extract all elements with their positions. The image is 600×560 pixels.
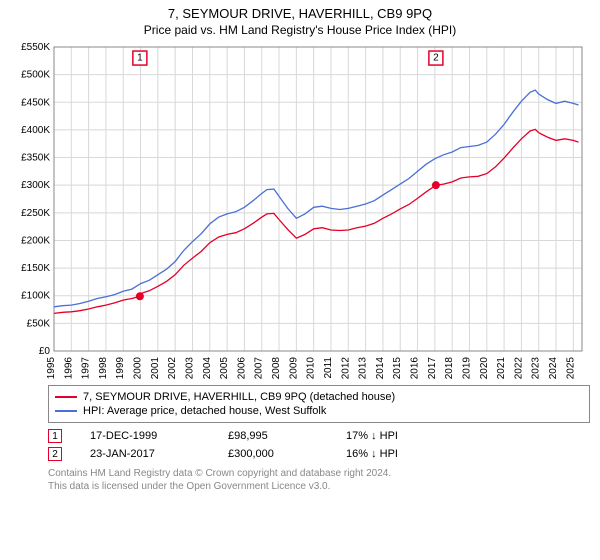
legend-box: 7, SEYMOUR DRIVE, HAVERHILL, CB9 9PQ (de… [48,385,590,423]
svg-text:2004: 2004 [202,357,213,380]
svg-text:2020: 2020 [479,357,490,380]
svg-text:£550K: £550K [21,42,50,53]
svg-text:2005: 2005 [219,357,230,380]
chart-container: 7, SEYMOUR DRIVE, HAVERHILL, CB9 9PQ Pri… [0,0,600,560]
price-point-delta: 17% ↓ HPI [346,430,398,442]
svg-text:2014: 2014 [375,357,386,380]
svg-text:£450K: £450K [21,97,50,108]
price-point-price: £98,995 [228,430,318,442]
svg-text:2: 2 [433,53,439,64]
svg-text:2009: 2009 [288,357,299,380]
svg-text:2012: 2012 [340,357,351,380]
legend-row: 7, SEYMOUR DRIVE, HAVERHILL, CB9 9PQ (de… [55,390,583,404]
price-point-marker: 1 [48,429,62,443]
svg-text:2025: 2025 [565,357,576,380]
legend-row: HPI: Average price, detached house, West… [55,404,583,418]
chart-title: 7, SEYMOUR DRIVE, HAVERHILL, CB9 9PQ [0,0,600,21]
price-point-marker: 2 [48,447,62,461]
price-points-table: 1 17-DEC-1999 £98,995 17% ↓ HPI 2 23-JAN-2017… [48,427,590,463]
price-point-delta: 16% ↓ HPI [346,448,398,460]
svg-text:2001: 2001 [150,357,161,380]
svg-text:2018: 2018 [444,357,455,380]
legend-label: HPI: Average price, detached house, West… [83,405,326,417]
svg-text:£250K: £250K [21,208,50,219]
price-point-row: 2 23-JAN-2017 £300,000 16% ↓ HPI [48,445,590,463]
svg-text:£100K: £100K [21,291,50,302]
price-point-price: £300,000 [228,448,318,460]
svg-text:2024: 2024 [548,357,559,380]
line-chart-svg: £0 £50K £100K £150K £200K £250K £300K £350K £400… [10,41,590,381]
svg-text:1: 1 [137,53,143,64]
svg-text:2002: 2002 [167,357,178,380]
svg-text:1998: 1998 [98,357,109,380]
chart-subtitle: Price paid vs. HM Land Registry's House … [0,21,600,41]
svg-text:£300K: £300K [21,180,50,191]
svg-text:2013: 2013 [358,357,369,380]
svg-text:2016: 2016 [410,357,421,380]
svg-text:£0: £0 [39,346,51,357]
footer-line-2: This data is licensed under the Open Gov… [48,480,590,493]
price-point-row: 1 17-DEC-1999 £98,995 17% ↓ HPI [48,427,590,445]
svg-text:2000: 2000 [133,357,144,380]
svg-text:2021: 2021 [496,357,507,380]
svg-text:£500K: £500K [21,70,50,81]
svg-text:2019: 2019 [461,357,472,380]
svg-text:2017: 2017 [427,357,438,380]
svg-text:£200K: £200K [21,235,50,246]
legend-label: 7, SEYMOUR DRIVE, HAVERHILL, CB9 9PQ (de… [83,391,395,403]
svg-text:1995: 1995 [46,357,57,380]
svg-text:£50K: £50K [27,318,51,329]
svg-text:2007: 2007 [254,357,265,380]
svg-text:2010: 2010 [306,357,317,380]
svg-text:£350K: £350K [21,153,50,164]
price-point-date: 17-DEC-1999 [90,430,200,442]
svg-text:2006: 2006 [236,357,247,380]
svg-text:2015: 2015 [392,357,403,380]
attribution-footer: Contains HM Land Registry data © Crown c… [48,467,590,493]
price-point-date: 23-JAN-2017 [90,448,200,460]
svg-text:1999: 1999 [115,357,126,380]
svg-text:2008: 2008 [271,357,282,380]
svg-text:1997: 1997 [81,357,92,380]
legend-swatch [55,410,77,412]
svg-text:2003: 2003 [184,357,195,380]
svg-text:£400K: £400K [21,125,50,136]
footer-line-1: Contains HM Land Registry data © Crown c… [48,467,590,480]
svg-text:£150K: £150K [21,263,50,274]
svg-text:2011: 2011 [323,357,334,379]
chart-area: £0 £50K £100K £150K £200K £250K £300K £350K £400… [10,41,590,381]
svg-text:2023: 2023 [531,357,542,380]
svg-text:2022: 2022 [513,357,524,380]
svg-text:1996: 1996 [63,357,74,380]
legend-swatch [55,396,77,398]
